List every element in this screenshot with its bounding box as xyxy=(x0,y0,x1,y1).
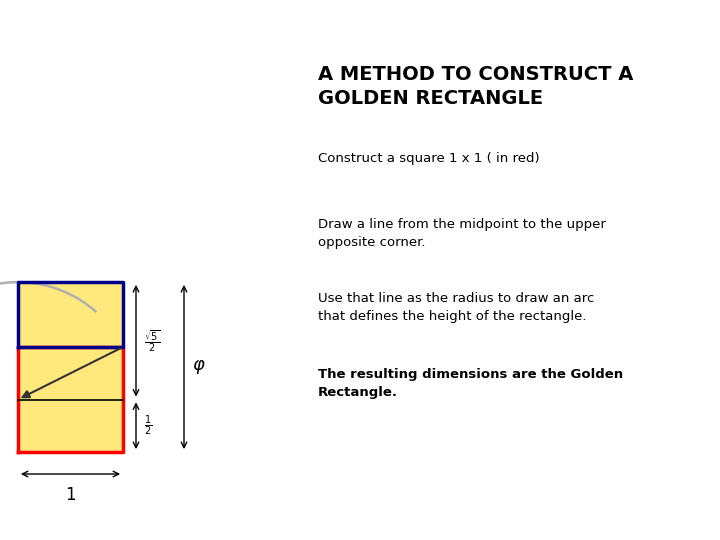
Text: $\varphi$: $\varphi$ xyxy=(192,358,206,376)
Text: Draw a line from the midpoint to the upper
opposite corner.: Draw a line from the midpoint to the upp… xyxy=(318,218,606,249)
Text: $\frac{\sqrt{5}}{2}$: $\frac{\sqrt{5}}{2}$ xyxy=(144,328,160,354)
Text: Construct a square 1 x 1 ( in red): Construct a square 1 x 1 ( in red) xyxy=(318,152,539,165)
Text: Use that line as the radius to draw an arc
that defines the height of the rectan: Use that line as the radius to draw an a… xyxy=(318,292,595,323)
Bar xyxy=(18,282,123,452)
Text: 1: 1 xyxy=(66,486,76,504)
Text: $\frac{1}{2}$: $\frac{1}{2}$ xyxy=(144,414,152,438)
Text: A METHOD TO CONSTRUCT A
GOLDEN RECTANGLE: A METHOD TO CONSTRUCT A GOLDEN RECTANGLE xyxy=(318,65,634,107)
Text: The resulting dimensions are the Golden
Rectangle.: The resulting dimensions are the Golden … xyxy=(318,368,623,399)
